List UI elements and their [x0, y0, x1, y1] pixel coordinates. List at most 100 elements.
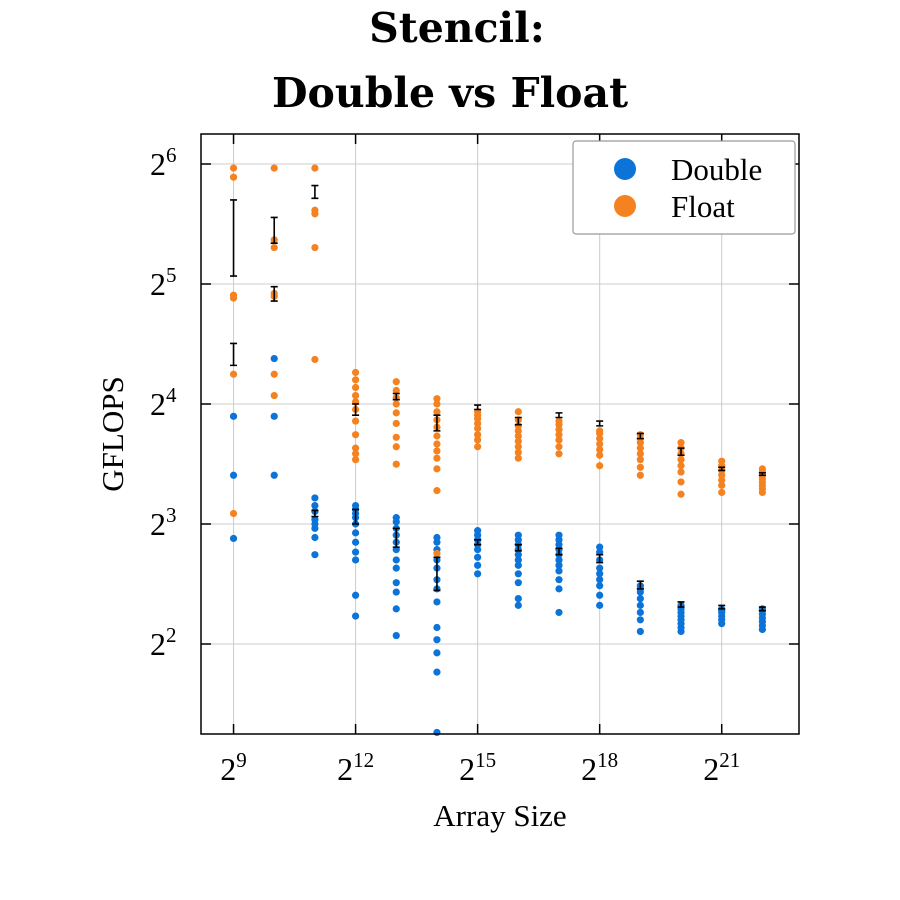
double-point [270, 471, 278, 479]
float-error-bar [636, 432, 644, 440]
float-point [433, 487, 441, 495]
double-point [311, 533, 319, 542]
double-point [351, 612, 360, 620]
double-point [392, 514, 400, 522]
float-error-bar [311, 184, 319, 200]
float-error-bar [677, 447, 685, 457]
double-error-bar [718, 604, 726, 610]
double-point [514, 551, 522, 559]
double-point [474, 553, 482, 561]
double-point [229, 412, 238, 420]
x-tick-label: 29 [220, 748, 247, 787]
float-error-bar [270, 216, 278, 245]
double-point [433, 533, 441, 542]
double-point [392, 556, 400, 564]
float-point [351, 417, 360, 425]
float-point [433, 549, 441, 558]
float-point [392, 386, 400, 395]
float-point [229, 291, 238, 299]
double-point [433, 649, 441, 657]
double-error-bar [555, 547, 563, 556]
legend: Double Float [572, 140, 796, 235]
float-point [677, 478, 685, 486]
double-point [392, 564, 400, 572]
float-point [514, 448, 522, 456]
float-point [392, 443, 400, 451]
chart-title-line-2: Double vs Float [272, 69, 628, 117]
double-point [229, 534, 238, 543]
float-point [596, 440, 604, 448]
float-point [392, 409, 400, 417]
y-tick-labels: 22 23 24 25 26 [150, 143, 177, 662]
double-point [596, 543, 604, 551]
float-point [514, 437, 522, 445]
double-point [636, 594, 644, 603]
double-point [392, 631, 400, 640]
float-point [229, 164, 238, 172]
double-point [596, 601, 604, 609]
double-point [514, 579, 522, 587]
x-tick-label: 221 [703, 748, 740, 787]
double-error-bar [311, 509, 319, 518]
float-point [596, 445, 604, 454]
double-point [514, 570, 522, 578]
double-point [474, 570, 482, 578]
double-point [596, 570, 604, 578]
float-point [311, 164, 319, 172]
double-point [433, 636, 441, 644]
float-point [555, 426, 563, 434]
float-error-bar [230, 342, 238, 367]
float-point [351, 456, 360, 464]
float-point [351, 376, 360, 384]
float-point [636, 463, 644, 471]
x-tick-label: 218 [581, 748, 618, 787]
float-point [433, 400, 441, 408]
double-point [514, 531, 522, 539]
y-axis-label: GFLOPS [95, 376, 130, 491]
float-point [596, 451, 604, 459]
double-point [351, 529, 360, 537]
double-point [555, 567, 563, 575]
double-point [596, 582, 604, 590]
double-point [351, 591, 360, 599]
float-point [677, 456, 685, 464]
float-point [311, 355, 319, 364]
float-point [433, 454, 441, 462]
float-point [677, 462, 685, 470]
double-point [555, 576, 563, 584]
float-point [636, 450, 644, 458]
double-error-bar [474, 539, 482, 546]
float-point [433, 465, 441, 473]
float-point [514, 427, 522, 435]
legend-label-float: Float [671, 189, 735, 224]
legend-marker-double [614, 158, 636, 180]
float-point [433, 432, 441, 440]
float-point [229, 173, 238, 181]
x-tick-label: 215 [459, 748, 496, 787]
float-point [392, 460, 400, 468]
double-point [392, 588, 400, 596]
double-point [555, 585, 563, 593]
double-point [636, 627, 644, 636]
double-point [555, 531, 563, 539]
float-point [433, 395, 441, 403]
chart-title-line-1: Stencil: [369, 4, 545, 52]
double-point [229, 471, 238, 479]
double-point [270, 412, 278, 420]
x-axis-label: Array Size [433, 798, 566, 833]
double-point [311, 516, 319, 524]
float-point [351, 431, 360, 439]
float-point [514, 443, 522, 451]
float-point [596, 427, 604, 435]
y-tick-label: 26 [150, 143, 177, 182]
float-error-bar [596, 420, 604, 427]
double-point [433, 668, 441, 676]
float-point [392, 433, 400, 441]
float-point [433, 440, 441, 448]
double-point [311, 501, 319, 510]
float-point [596, 462, 604, 470]
chart-title: Stencil: Double vs Float [272, 4, 628, 117]
float-point [311, 206, 319, 214]
float-point [351, 391, 360, 400]
float-point [555, 431, 563, 439]
